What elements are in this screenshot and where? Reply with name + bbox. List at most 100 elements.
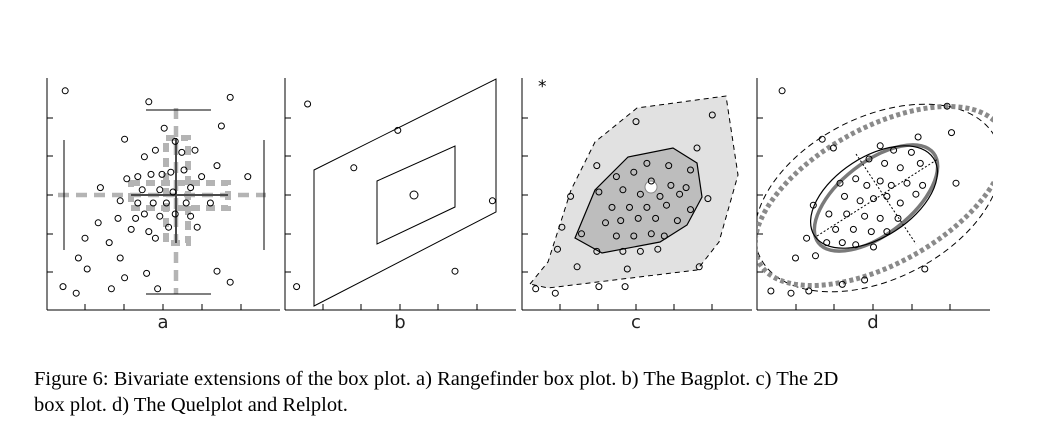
panel-a-point-55 <box>226 278 234 286</box>
panel-d-point-34 <box>883 228 891 236</box>
panel-d-point-36 <box>823 239 831 247</box>
panel-d-point-1 <box>943 102 951 110</box>
panel-a-point-26 <box>134 199 142 207</box>
panel-c-point-35 <box>554 245 561 253</box>
panel-a-point-35 <box>171 210 179 218</box>
panel-a-point-51 <box>59 283 67 291</box>
panel-c-point-23 <box>687 206 694 214</box>
panel-c-point-0 <box>632 118 640 126</box>
panel-a-point-44 <box>151 234 159 242</box>
panel-d-point-48 <box>952 179 960 187</box>
panel-d-point-43 <box>767 287 775 295</box>
panel-c-point-31 <box>612 232 620 240</box>
panel-a-point-31 <box>114 214 122 222</box>
panel-a-point-19 <box>198 173 206 181</box>
panel-a-point-13 <box>123 175 131 183</box>
panel-d-point-27 <box>843 210 851 218</box>
panel-c-point-45 <box>595 283 603 291</box>
panel-d-point-13 <box>852 175 860 183</box>
panel-a-point-8 <box>151 146 159 154</box>
panel-d-point-35 <box>803 234 811 242</box>
panel-d-point-46 <box>838 280 846 288</box>
caption-line-2: box plot. d) The Quelplot and Relplot. <box>34 394 348 416</box>
2d-boxplot: * <box>529 77 739 289</box>
panel-c-point-15 <box>636 190 644 198</box>
panel-b-points <box>293 100 496 291</box>
rangefinder-box <box>58 108 266 295</box>
panel-a-point-12 <box>96 184 104 192</box>
panel-c-point-37 <box>619 247 627 255</box>
panel-c-point-13 <box>595 188 603 196</box>
panel-c-point-30 <box>578 230 585 238</box>
quelplot-outer-dotted <box>757 103 993 289</box>
panel-a-point-30 <box>206 199 214 207</box>
panel-d-points <box>767 87 960 297</box>
panel-c: * c <box>521 77 752 333</box>
panel-a-point-5 <box>171 137 179 145</box>
panel-b-point-3 <box>488 197 496 205</box>
panel-d-point-10 <box>896 164 904 172</box>
panel-a-point-20 <box>213 162 221 170</box>
panel-c-point-34 <box>660 232 668 240</box>
panel-d-point-20 <box>856 197 864 205</box>
panel-c-point-17 <box>676 190 684 198</box>
panel-d-point-45 <box>805 287 813 295</box>
panel-d-point-22 <box>883 192 891 200</box>
panel-a-point-4 <box>160 124 168 132</box>
panel-c-point-25 <box>617 217 625 225</box>
panel-c-point-3 <box>593 162 601 170</box>
panel-d-point-17 <box>903 179 911 187</box>
panel-a-label: a <box>157 312 168 333</box>
panel-a-point-37 <box>94 219 102 227</box>
panel-b-point-1 <box>394 126 402 134</box>
panel-d-point-32 <box>849 225 857 233</box>
panel-d-point-11 <box>916 159 924 167</box>
quelplot-relplot <box>757 103 993 293</box>
panel-d-point-16 <box>887 181 895 189</box>
panel-c-point-46 <box>621 283 629 291</box>
panel-d-point-0 <box>778 87 786 95</box>
figure-panels: a b <box>46 77 993 333</box>
panel-b-point-2 <box>350 164 358 172</box>
panel-c-point-18 <box>704 195 712 203</box>
panel-a-point-14 <box>134 173 142 181</box>
panel-a-point-9 <box>178 148 186 156</box>
panel-a-frame <box>46 78 280 311</box>
panel-c-point-24 <box>602 219 609 227</box>
panel-a-point-48 <box>121 274 129 282</box>
panel-c-point-10 <box>647 177 655 185</box>
panel-a-point-2 <box>226 93 234 101</box>
panel-a-points <box>59 87 252 297</box>
panel-a-point-47 <box>83 265 91 273</box>
panel-d-point-9 <box>881 159 889 167</box>
panel-a-point-15 <box>147 170 155 178</box>
panel-d-point-40 <box>792 254 799 262</box>
panel-d-point-26 <box>825 210 833 218</box>
panel-b: b <box>284 78 516 333</box>
panel-d-point-4 <box>890 146 898 154</box>
major-axis <box>816 158 939 237</box>
panel-c-point-22 <box>663 201 670 209</box>
panel-a-point-0 <box>61 87 69 95</box>
bagplot-median <box>409 190 419 200</box>
panel-d-point-44 <box>787 289 795 297</box>
outlier-star-icon: * <box>538 77 547 97</box>
panel-d-point-19 <box>841 192 848 200</box>
panel-d-point-47 <box>861 276 869 284</box>
panel-c-point-42 <box>695 263 703 271</box>
panel-d-point-41 <box>812 252 819 260</box>
panel-a-point-49 <box>143 269 151 277</box>
panel-c-frame <box>521 78 752 311</box>
panel-c-point-11 <box>667 181 675 189</box>
panel-c-point-32 <box>630 232 638 240</box>
panel-a-point-22 <box>156 186 164 194</box>
panel-a-point-40 <box>165 223 173 231</box>
panel-d-point-2 <box>818 135 826 143</box>
panel-c-point-6 <box>687 166 694 174</box>
panel-a-point-52 <box>72 289 80 297</box>
panel-c-points <box>532 111 716 297</box>
panel-b-frame <box>284 78 516 311</box>
panel-c-point-12 <box>682 184 690 192</box>
panel-c-point-4 <box>643 159 651 167</box>
panel-a-point-6 <box>121 135 129 143</box>
